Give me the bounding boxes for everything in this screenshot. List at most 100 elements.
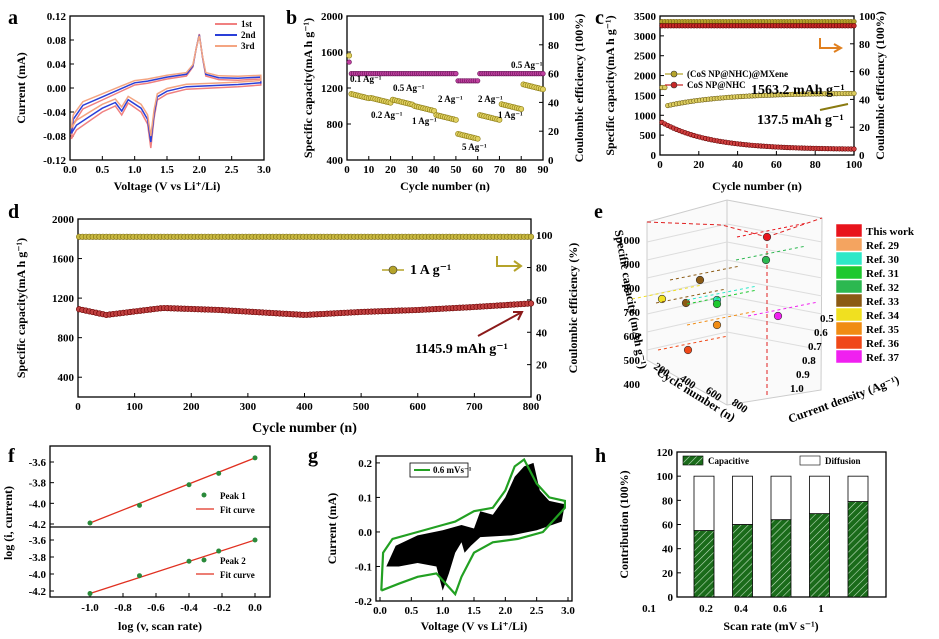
legend-label: Fit curve	[220, 570, 255, 580]
data-point	[87, 520, 93, 526]
this-work-guide	[766, 217, 823, 238]
y-tick-label: 400	[327, 155, 344, 167]
y-tick-label: 3000	[634, 31, 657, 43]
x-tick-label: 1.0	[128, 164, 142, 176]
y-tick-label: 2000	[634, 71, 657, 83]
y-tick-label: 120	[657, 447, 674, 459]
data-point	[252, 455, 258, 461]
x-tick-label: 1.5	[467, 605, 481, 617]
panel-label: e	[594, 201, 603, 223]
x-tick-label: 10	[363, 164, 375, 176]
legend-label: Ref. 36	[866, 338, 899, 350]
z-tick-label: 400	[624, 379, 641, 391]
x-tick-label: 800	[523, 401, 540, 413]
panel-f: -1.0 -0.8 -0.6 -0.4 -0.2 0.0 -3.6 -3.8 -4.0 -4.2 -…	[1, 445, 271, 633]
y-tick-label: 0	[651, 150, 657, 162]
x-tick-label: 500	[353, 401, 370, 413]
z-tick-label: 1000	[618, 235, 641, 247]
legend-label: Ref. 31	[866, 268, 899, 280]
panel-label: c	[595, 7, 604, 29]
x-tick-label: 2.0	[498, 605, 512, 617]
panel-b: 0 10 20 30 40 50 60 70 80 90 400 800 1200 1600 2000 0 20…	[286, 7, 586, 193]
y2-axis-label: Coulombic efficiency (100%)	[572, 14, 586, 163]
x-tick-label: 3.0	[257, 164, 271, 176]
data-point	[216, 548, 222, 554]
data-sphere	[761, 255, 771, 265]
diffusion-bar	[847, 475, 869, 502]
legend-label: Peak 2	[220, 556, 246, 566]
y-tick-label: -0.04	[43, 107, 66, 119]
y-axis-label: Specific capacity(mA h g⁻¹)	[301, 18, 315, 158]
y-tick-label: -3.6	[29, 457, 47, 469]
x-axis-label: Cycle number (n)	[252, 421, 357, 436]
x-tick-label: 20	[385, 164, 397, 176]
y-tick-label: -4.2	[29, 586, 47, 598]
legend-label: Ref. 37	[866, 352, 899, 364]
y2-tick-label: 0	[548, 155, 554, 167]
y-tick-label: 800	[58, 333, 75, 345]
data-point	[252, 537, 258, 543]
legend-swatch-marker	[670, 70, 678, 78]
grid-line	[646, 223, 728, 243]
y-tick-label: 2500	[634, 51, 657, 63]
y2-tick-label: 100	[536, 230, 553, 242]
x-tick-label: 90	[538, 164, 550, 176]
y2-tick-label: 80	[548, 40, 560, 52]
legend-swatch	[799, 455, 821, 466]
x-tick-label: 300	[240, 401, 257, 413]
data-point	[137, 502, 142, 508]
x-tick-label: 40	[429, 164, 441, 176]
y-tick-label: 80	[662, 495, 674, 507]
y2-tick-label: 0	[536, 392, 542, 404]
x-tick-label: -0.8	[114, 602, 132, 614]
y-tick-label: 500	[640, 130, 657, 142]
x-tick-label: 70	[494, 164, 506, 176]
efficiency-point	[346, 59, 352, 65]
rate-label: 1 Ag⁻¹	[412, 116, 437, 126]
y-tick-label: 0	[668, 592, 674, 604]
legend-marker	[201, 557, 207, 563]
rate-label: 0.5 Ag⁻¹	[511, 60, 543, 70]
y-tick-label: 1600	[52, 254, 75, 266]
x-tick-label: 200	[183, 401, 200, 413]
series-mxene-capacity-point	[662, 84, 668, 91]
axes-frame	[659, 15, 855, 156]
y2-tick-label: 60	[548, 69, 560, 81]
y-tick-label: 0.12	[47, 11, 67, 23]
x-tick-label: 0.4	[734, 603, 748, 615]
x-tick-label: 0.6	[773, 603, 787, 615]
x-tick-label: 0	[344, 164, 350, 176]
data-point	[186, 482, 192, 488]
data-sphere	[712, 299, 722, 309]
x-tick-label: 60	[472, 164, 484, 176]
y-axis-label: Contribution (100%)	[617, 470, 631, 578]
grid-line	[646, 277, 728, 297]
y2-tick-label: 20	[536, 360, 548, 372]
diffusion-bar	[693, 475, 715, 531]
grid-line	[726, 313, 823, 333]
x-tick-label: 30	[407, 164, 419, 176]
x-tick-label: 0.0	[248, 602, 262, 614]
legend-swatch	[835, 307, 863, 322]
z-tick-label: 600	[624, 331, 641, 343]
y2-tick-label: 20	[859, 122, 871, 134]
data-point	[216, 470, 222, 476]
data-sphere	[683, 345, 693, 355]
y2-tick-label: 0	[859, 150, 865, 162]
rate-label: 2 Ag⁻¹	[478, 94, 503, 104]
grid-line	[646, 241, 728, 261]
x-tick-label: 1.5	[160, 164, 174, 176]
legend-label: Fit curve	[220, 505, 255, 515]
legend-label: This work	[866, 226, 915, 238]
x-tick-label: 80	[516, 164, 528, 176]
y-tick-label: -0.12	[43, 155, 66, 167]
y2-tick-label: 60	[859, 67, 871, 79]
capacity-point	[496, 116, 503, 123]
y-tick-label: 2000	[52, 214, 75, 226]
y-tick-label: 0.0	[358, 527, 372, 539]
rate-label: 0.2 Ag⁻¹	[371, 110, 403, 120]
y-tick-label: -3.6	[29, 535, 47, 547]
x-tick-label: 0.2	[699, 603, 713, 615]
y-tick-label: -3.8	[29, 552, 47, 564]
grid-line	[726, 277, 823, 297]
